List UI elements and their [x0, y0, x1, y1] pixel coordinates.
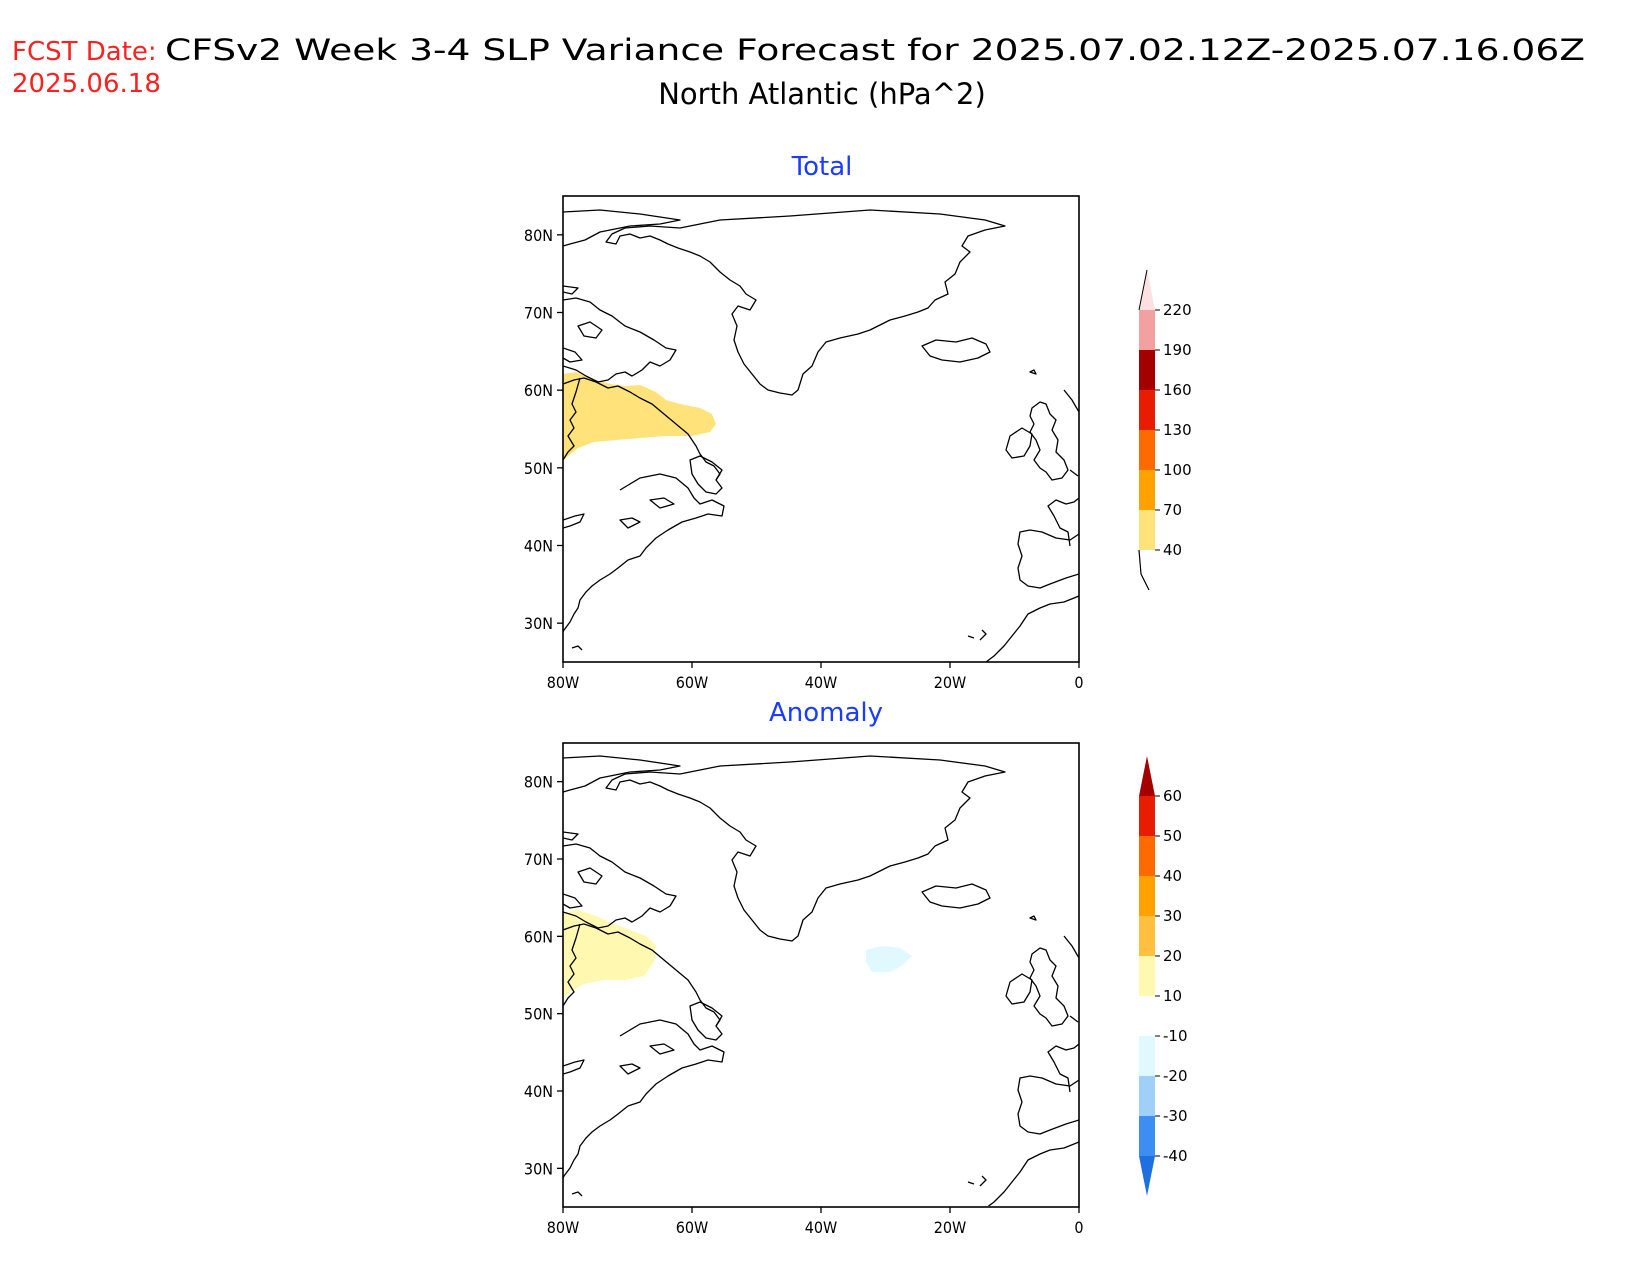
colorbar-label: 20: [1163, 947, 1182, 965]
axes-anomaly: 80W 60W 40W 20W 0 30N 40N 50N 60N 70N 80N: [524, 773, 1084, 1237]
fcst-date-value: 2025.06.18: [12, 69, 161, 99]
colorbar-total: 40 70 100 130 160 190 220: [1138, 269, 1192, 591]
colorbar-label: 220: [1163, 301, 1192, 319]
colorbar-swatch: [1139, 310, 1155, 350]
anomaly-negative-region: [866, 946, 912, 972]
lat-tick-label: 40N: [524, 1082, 553, 1101]
lat-tick-label: 50N: [524, 1005, 553, 1024]
lon-tick-label: 20W: [934, 673, 967, 692]
colorbar-swatch: [1139, 916, 1155, 956]
page-title: CFSv2 Week 3-4 SLP Variance Forecast for…: [165, 33, 1585, 67]
colorbar-swatch: [1139, 510, 1155, 550]
lat-tick-label: 70N: [524, 304, 553, 323]
page-subtitle: North Atlantic (hPa^2): [658, 77, 986, 111]
colorbar-label: 50: [1163, 827, 1182, 845]
lat-tick-label: 60N: [524, 927, 553, 946]
colorbar-swatch: [1139, 1036, 1155, 1076]
lon-tick-label: 40W: [805, 1218, 838, 1237]
anomaly-positive-region: [563, 910, 656, 998]
lon-tick-label: 60W: [676, 673, 709, 692]
colorbar-high-arrow: [1139, 270, 1155, 310]
fcst-date-label: FCST Date:: [12, 37, 157, 67]
colorbar-label: -40: [1163, 1147, 1188, 1165]
colorbar-label: 70: [1163, 501, 1182, 519]
colorbar-swatch: [1139, 796, 1155, 836]
colorbar-swatch: [1139, 836, 1155, 876]
lon-tick-label: 20W: [934, 1218, 967, 1237]
colorbar-swatch: [1139, 996, 1155, 1036]
colorbar-low-tail: [1138, 549, 1150, 591]
colorbar-swatch: [1139, 390, 1155, 430]
colorbar-high-arrow: [1139, 756, 1155, 796]
lon-tick-label: 40W: [805, 673, 838, 692]
colorbar-label: 10: [1163, 987, 1182, 1005]
panel-title-total: Total: [791, 152, 853, 182]
colorbar-label: -30: [1163, 1107, 1188, 1125]
colorbar-label: 40: [1163, 867, 1182, 885]
lat-tick-label: 40N: [524, 537, 553, 556]
total-shaded-region: [563, 372, 716, 460]
lon-tick-label: 80W: [547, 1218, 580, 1237]
colorbar-label: -10: [1163, 1027, 1188, 1045]
colorbar-label: 190: [1163, 341, 1192, 359]
panel-total: Total 80W 60W 40W 20W 0 30N 40N 50N 60N 70N 80N 40…: [524, 152, 1192, 692]
colorbar-swatch: [1139, 470, 1155, 510]
lat-tick-label: 80N: [524, 773, 553, 792]
lon-tick-label: 0: [1074, 673, 1083, 692]
colorbar-low-arrow: [1139, 1156, 1155, 1196]
colorbar-swatch: [1139, 956, 1155, 996]
colorbar-label: 130: [1163, 421, 1192, 439]
lon-tick-label: 80W: [547, 673, 580, 692]
colorbar-label: -20: [1163, 1067, 1188, 1085]
colorbar-swatch: [1139, 1116, 1155, 1156]
colorbar-label: 30: [1163, 907, 1182, 925]
lat-tick-label: 30N: [524, 614, 553, 633]
lon-tick-label: 0: [1074, 1218, 1083, 1237]
colorbar-arrow-edge: [1138, 269, 1148, 311]
axes-total: 80W 60W 40W 20W 0 30N 40N 50N 60N 70N 80N: [524, 226, 1084, 692]
colorbar-swatch: [1139, 1076, 1155, 1116]
panel-anomaly: Anomaly 80W 60W 40W 20W 030N40N50N60N70N80N …: [524, 698, 1188, 1237]
lon-tick-label: 60W: [676, 1218, 709, 1237]
colorbar-label: 100: [1163, 461, 1192, 479]
colorbar-swatch: [1139, 876, 1155, 916]
lat-tick-label: 70N: [524, 850, 553, 869]
coastlines-anomaly: [563, 755, 1079, 1206]
lat-tick-label: 80N: [524, 226, 553, 245]
colorbar-anomaly: -40 -30 -20 -10 10 20 30 40 50 60: [1139, 756, 1188, 1196]
colorbar-label: 160: [1163, 381, 1192, 399]
colorbar-label: 60: [1163, 787, 1182, 805]
lat-tick-label: 30N: [524, 1159, 553, 1178]
lat-tick-label: 50N: [524, 459, 553, 478]
colorbar-swatch: [1139, 350, 1155, 390]
panel-title-anomaly: Anomaly: [769, 698, 883, 728]
colorbar-label: 40: [1163, 541, 1182, 559]
lat-tick-label: 60N: [524, 381, 553, 400]
colorbar-swatch: [1139, 430, 1155, 470]
